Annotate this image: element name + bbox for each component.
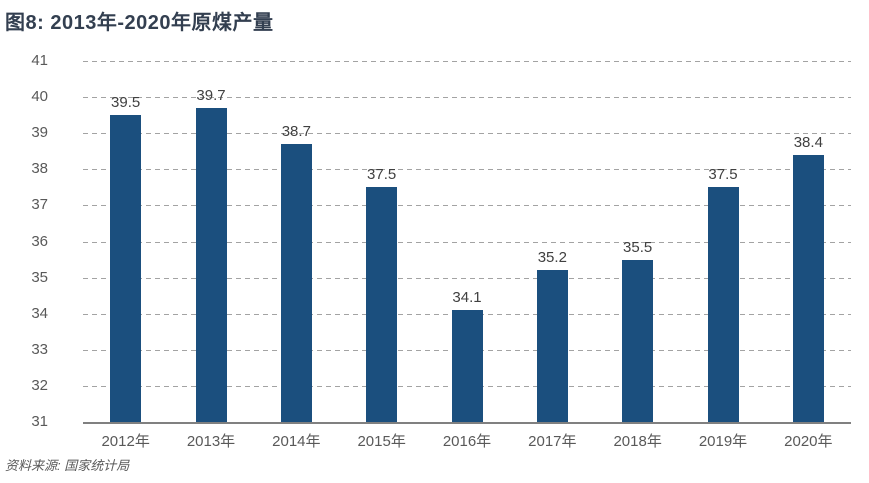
x-tick-label: 2017年 xyxy=(528,433,577,450)
bar-2016年 xyxy=(451,310,483,422)
bar-value-label: 35.5 xyxy=(623,238,653,256)
x-tick-label: 2019年 xyxy=(698,433,748,450)
y-tick-label: 32 xyxy=(31,376,48,394)
gridline xyxy=(83,205,851,207)
x-tick-label: 2015年 xyxy=(357,433,406,450)
y-tick-label: 40 xyxy=(31,88,48,106)
bar-value-label: 39.5 xyxy=(111,94,141,112)
bar-value-label: 39.7 xyxy=(196,86,226,104)
gridline xyxy=(83,277,851,279)
bar-2020年 xyxy=(792,154,824,422)
x-tick-label: 2020年 xyxy=(784,433,833,450)
x-tick-label: 2013年 xyxy=(186,433,236,450)
source-note: 资料来源: 国家统计局 xyxy=(5,458,130,473)
bar-2018年 xyxy=(622,259,654,422)
bar-value-label: 35.2 xyxy=(537,249,567,267)
bar-2019年 xyxy=(707,187,739,422)
gridline xyxy=(83,97,851,99)
y-tick-label: 36 xyxy=(31,232,48,250)
gridline xyxy=(83,241,851,243)
y-tick-label: 41 xyxy=(31,52,48,69)
bar-2017年 xyxy=(536,270,568,422)
bar-2013年 xyxy=(195,107,227,422)
gridline xyxy=(83,61,851,62)
y-tick-label: 38 xyxy=(31,160,48,178)
bar-value-label: 37.5 xyxy=(367,166,397,184)
x-tick-label: 2018年 xyxy=(613,433,662,450)
y-tick-label: 39 xyxy=(31,124,48,142)
plot-area: 39.5 39.7 38.7 37.5 34.1 35.2 35.5 37.5 38.4 xyxy=(83,61,851,424)
gridline xyxy=(83,169,851,171)
y-tick-label: 37 xyxy=(31,196,48,214)
bar-value-label: 37.5 xyxy=(708,166,738,184)
x-tick-label: 2014年 xyxy=(272,433,321,450)
gridline xyxy=(83,133,851,135)
y-tick-label: 31 xyxy=(31,413,48,430)
x-tick-label: 2016年 xyxy=(442,433,492,450)
bar-2014年 xyxy=(280,144,312,422)
y-tick-label: 35 xyxy=(31,268,48,286)
x-tick-label: 2012年 xyxy=(101,433,150,450)
bar-value-label: 34.1 xyxy=(452,289,482,307)
chart-title: 图8: 2013年-2020年原煤产量 xyxy=(5,12,274,34)
bar-2015年 xyxy=(366,187,398,422)
y-tick-label: 34 xyxy=(31,304,48,322)
bar-2012年 xyxy=(110,115,142,422)
y-tick-label: 33 xyxy=(31,340,48,358)
bar-value-label: 38.7 xyxy=(281,123,311,141)
bar-value-label: 38.4 xyxy=(793,133,823,151)
